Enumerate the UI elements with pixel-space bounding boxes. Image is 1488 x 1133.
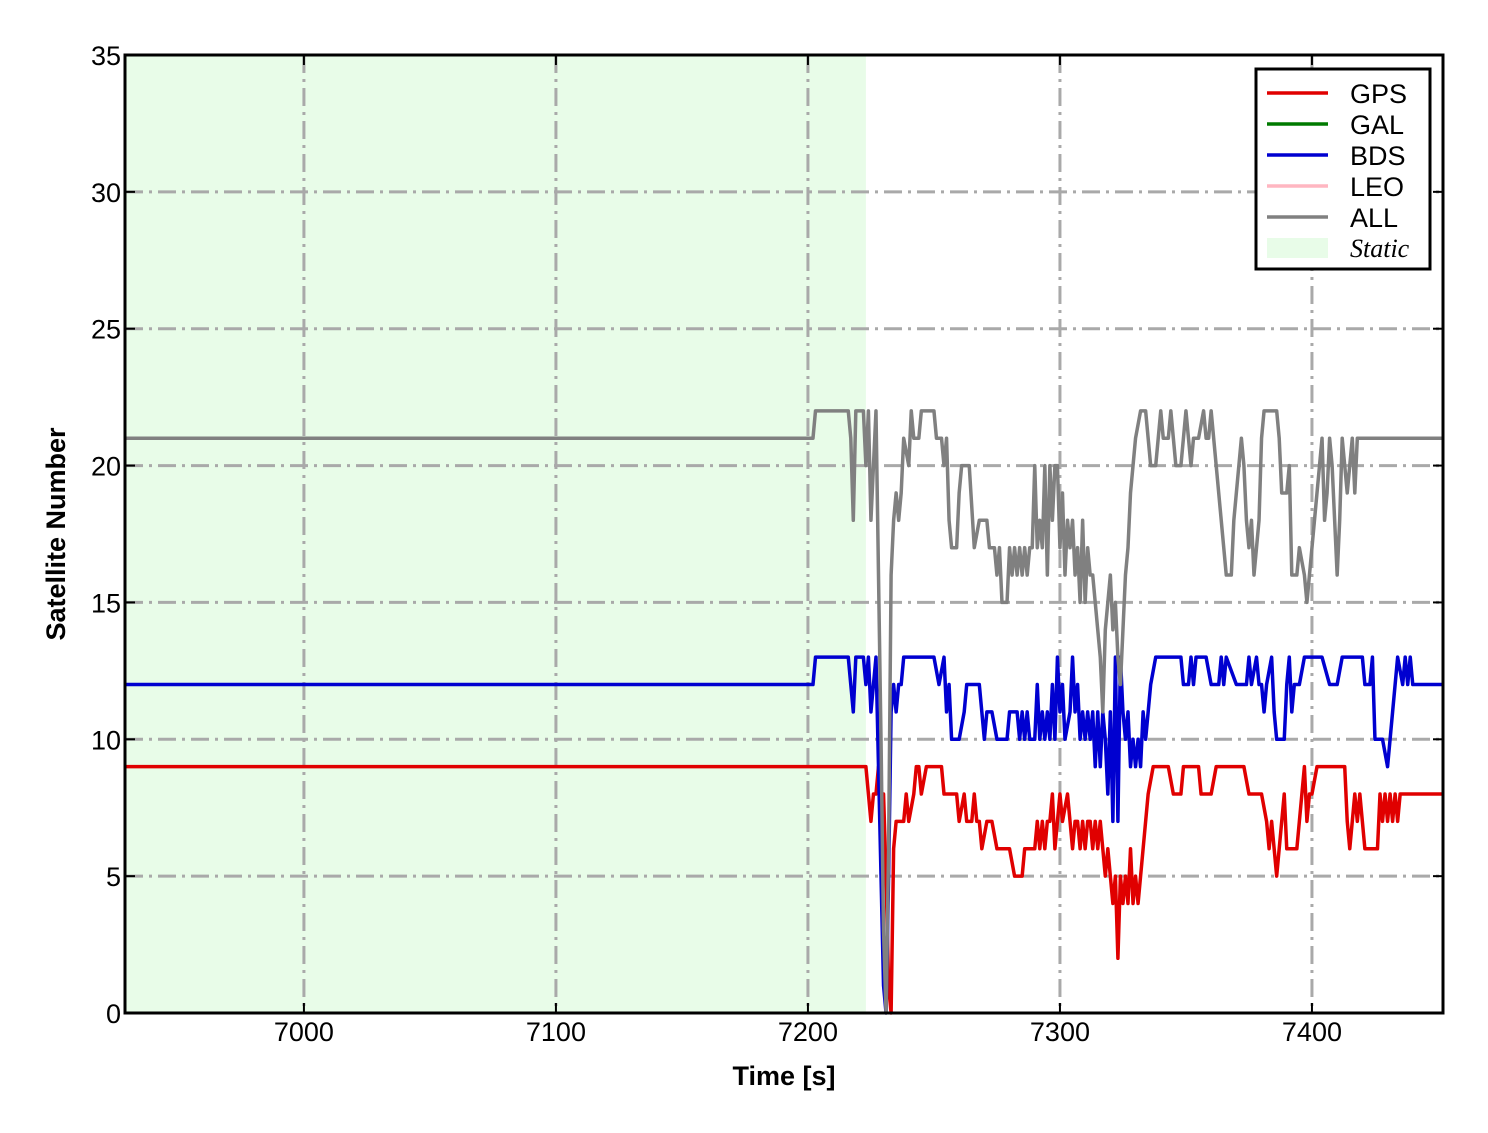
x-axis-title: Time [s] [732, 1061, 835, 1091]
plot-frame [123, 53, 1445, 1015]
legend-label-leo: LEO [1350, 172, 1404, 202]
y-tick-label: 20 [91, 452, 121, 482]
legend-label-gps: GPS [1350, 79, 1407, 109]
x-tick-label: 7100 [526, 1017, 586, 1047]
y-tick-label: 25 [91, 315, 121, 345]
y-tick-label: 35 [91, 41, 121, 71]
y-tick-label: 0 [106, 999, 121, 1029]
series-line-all [125, 409, 1443, 1015]
x-tick-label: 7200 [778, 1017, 838, 1047]
static-region-layer [125, 55, 866, 1013]
x-tick-label: 7000 [274, 1017, 334, 1047]
y-axis-title: Satellite Number [41, 427, 71, 641]
legend-label-all: ALL [1350, 203, 1398, 233]
legend-label-static: Static [1350, 234, 1410, 263]
ticks-layer: 7000 7100 7200 7300 7400 0 5 10 15 20 25 30 35 [91, 41, 1443, 1047]
x-tick-label: 7300 [1030, 1017, 1090, 1047]
y-tick-label: 15 [91, 588, 121, 618]
legend-label-bds: BDS [1350, 141, 1406, 171]
y-tick-label: 5 [106, 862, 121, 892]
legend-label-gal: GAL [1350, 110, 1404, 140]
legend-swatch-static [1267, 238, 1328, 258]
y-tick-label: 10 [91, 725, 121, 755]
static-region [125, 55, 866, 1013]
series-line-gps [125, 764, 1443, 1015]
series-line-bds [125, 655, 1443, 1015]
legend-box [1254, 67, 1432, 271]
x-tick-label: 7400 [1282, 1017, 1342, 1047]
series-layer [125, 409, 1443, 1015]
y-tick-label: 30 [91, 178, 121, 208]
